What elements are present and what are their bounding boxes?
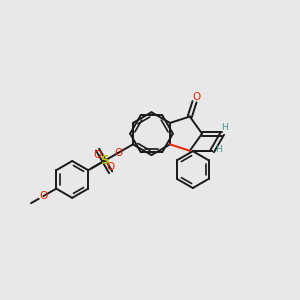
- Text: O: O: [94, 150, 102, 160]
- Text: S: S: [100, 154, 108, 167]
- Text: O: O: [39, 191, 47, 201]
- Text: O: O: [114, 148, 122, 158]
- Text: O: O: [106, 162, 115, 172]
- Text: H: H: [221, 123, 228, 132]
- Text: H: H: [215, 145, 222, 154]
- Text: O: O: [192, 92, 200, 102]
